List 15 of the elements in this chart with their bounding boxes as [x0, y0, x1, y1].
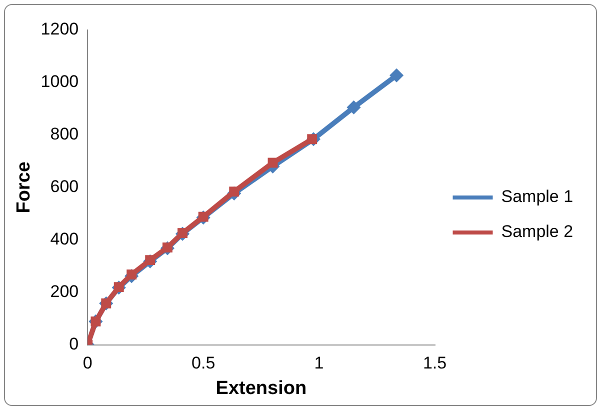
y-tick-label: 200: [50, 282, 79, 302]
y-axis-title: Force: [14, 162, 35, 214]
x-tick-label: 0: [82, 354, 92, 373]
x-tick-label: 0.5: [192, 354, 216, 373]
y-tick-label: 0: [69, 334, 79, 354]
legend-label: Sample 2: [501, 222, 574, 242]
y-tick-label: 1200: [40, 20, 79, 39]
y-tick-label: 800: [50, 124, 79, 144]
y-tick-label: 400: [50, 230, 79, 249]
x-tick-label: 1: [314, 354, 324, 373]
x-tick-label: 1.5: [422, 354, 447, 373]
y-tick-label: 600: [50, 177, 79, 196]
legend-label: Sample 1: [501, 187, 574, 206]
x-axis-title: Extension: [216, 378, 307, 399]
y-tick-label: 1000: [40, 72, 79, 92]
